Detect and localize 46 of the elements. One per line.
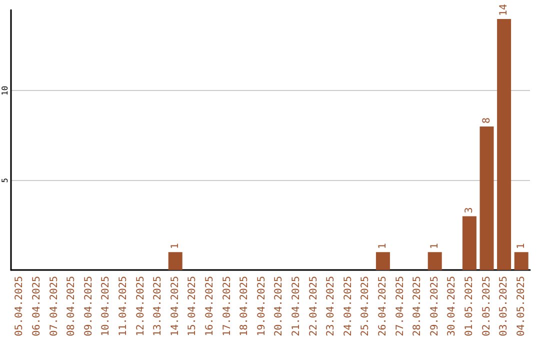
bar (168, 252, 182, 270)
x-tick-label: 30.04.2025 (446, 276, 458, 336)
bar (462, 216, 476, 270)
x-tick-label: 04.05.2025 (516, 276, 527, 336)
x-tick-label: 29.04.2025 (429, 276, 440, 336)
x-tick-label: 12.04.2025 (135, 276, 146, 336)
x-tick-label: 22.04.2025 (308, 276, 320, 336)
x-tick-label: 09.04.2025 (83, 276, 94, 336)
y-tick-label: 10 (0, 86, 10, 96)
x-tick-label: 08.04.2025 (66, 276, 78, 336)
x-tick-label: 25.04.2025 (360, 276, 372, 336)
x-tick-label: 18.04.2025 (239, 276, 250, 336)
data-label: 3 (464, 207, 475, 214)
x-tick-label: 03.05.2025 (498, 276, 510, 336)
x-tick-label: 06.04.2025 (31, 276, 42, 336)
x-tick-label: 20.04.2025 (274, 276, 285, 336)
data-label: 1 (170, 243, 181, 250)
x-tick-label: 01.05.2025 (464, 276, 475, 336)
x-tick-label: 10.04.2025 (100, 276, 112, 336)
x-tick-label: 28.04.2025 (412, 276, 424, 336)
bar (376, 252, 390, 270)
x-tick-label: 21.04.2025 (290, 276, 302, 336)
x-tick-label: 11.04.2025 (118, 276, 129, 336)
x-tick-label: 16.04.2025 (204, 276, 216, 336)
x-tick-label: 14.04.2025 (170, 276, 181, 336)
data-label: 14 (498, 4, 510, 16)
x-tick-label: 27.04.2025 (394, 276, 406, 336)
x-tick-label: 19.04.2025 (256, 276, 268, 336)
x-tick-label: 05.04.2025 (14, 276, 26, 336)
data-label: 1 (377, 243, 388, 250)
x-tick-label: 15.04.2025 (187, 276, 198, 336)
y-tick-label: 5 (0, 178, 10, 183)
x-tick-label: 02.05.2025 (481, 276, 492, 336)
x-tick-label: 13.04.2025 (152, 276, 164, 336)
bar (480, 126, 494, 270)
data-label: 1 (516, 243, 527, 250)
bar (497, 18, 512, 270)
x-tick-label: 17.04.2025 (222, 276, 233, 336)
x-tick-label: 07.04.2025 (48, 276, 60, 336)
x-tick-label: 26.04.2025 (377, 276, 388, 336)
bar (428, 252, 442, 270)
x-tick-label: 23.04.2025 (326, 276, 337, 336)
data-label: 8 (481, 118, 492, 124)
data-label: 1 (429, 243, 440, 250)
bar (514, 252, 528, 270)
x-tick-label: 24.04.2025 (342, 276, 354, 336)
